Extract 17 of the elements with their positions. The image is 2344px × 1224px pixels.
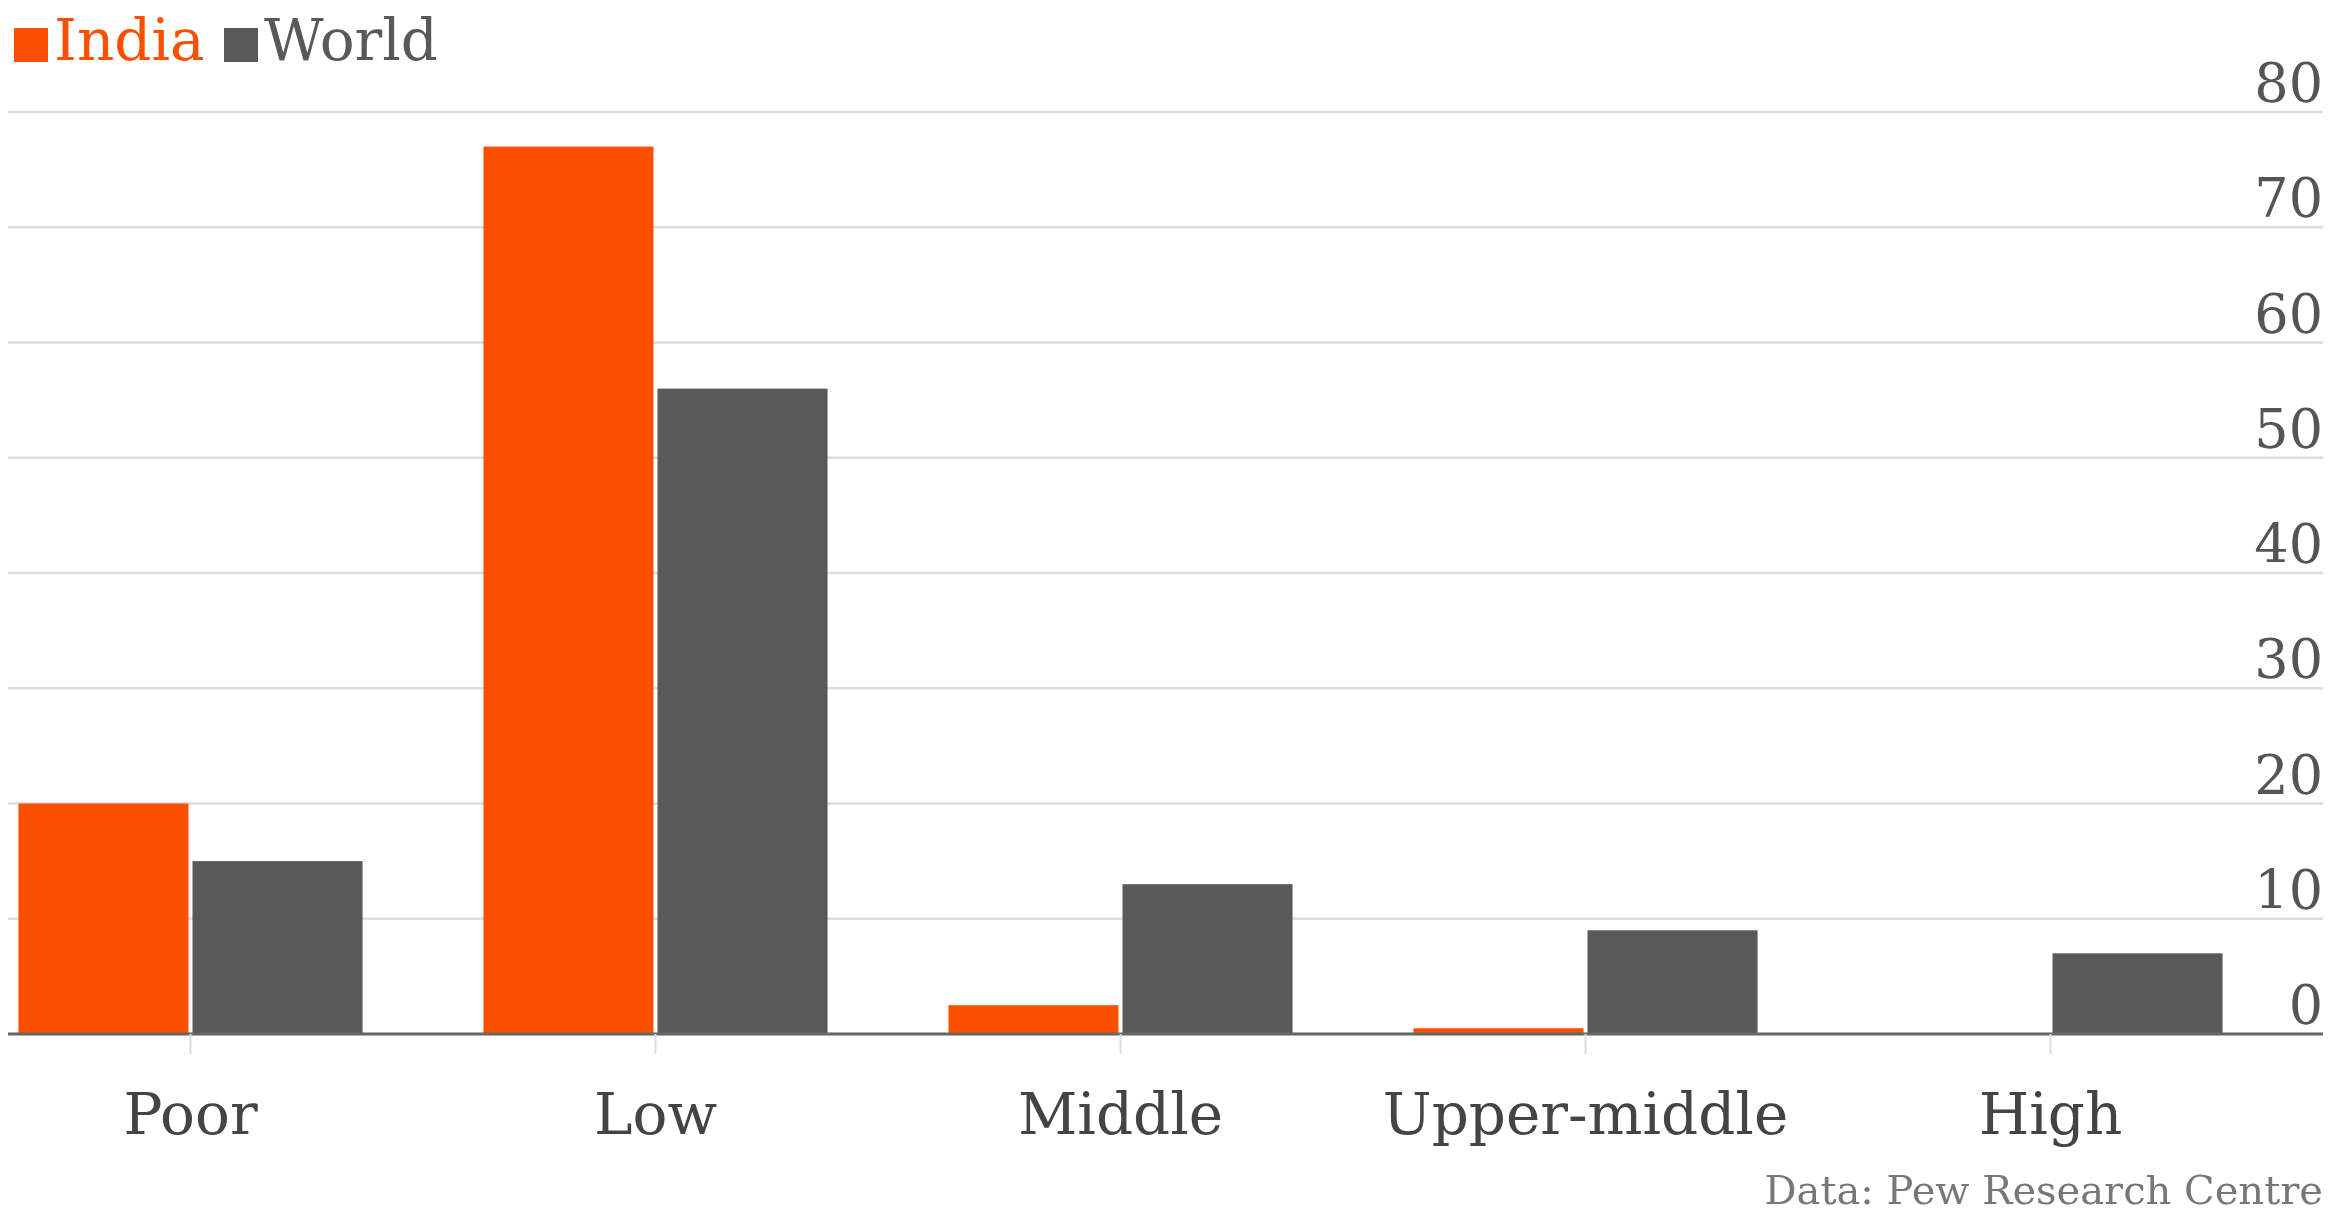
- legend-label: World: [264, 6, 438, 74]
- y-tick-label: 0: [2288, 974, 2323, 1037]
- y-tick-label: 70: [2254, 167, 2323, 231]
- x-tick-label: Poor: [123, 1080, 258, 1148]
- y-tick-label: 10: [2254, 858, 2323, 922]
- x-tick-label: Upper-middle: [1382, 1080, 1789, 1148]
- x-tick-label: Low: [593, 1080, 718, 1148]
- y-tick-label: 80: [2254, 52, 2323, 115]
- y-tick-label: 30: [2254, 628, 2323, 692]
- x-tick-label: Middle: [1017, 1080, 1224, 1148]
- y-tick-label: 20: [2254, 743, 2323, 807]
- y-tick-label: 60: [2254, 282, 2323, 346]
- y-tick-label: 50: [2254, 397, 2323, 461]
- legend-label: India: [54, 6, 205, 74]
- y-tick-label: 40: [2254, 513, 2323, 576]
- x-tick-label: High: [1978, 1080, 2123, 1148]
- text: Data: Pew Research Centre: [1764, 1167, 2323, 1213]
